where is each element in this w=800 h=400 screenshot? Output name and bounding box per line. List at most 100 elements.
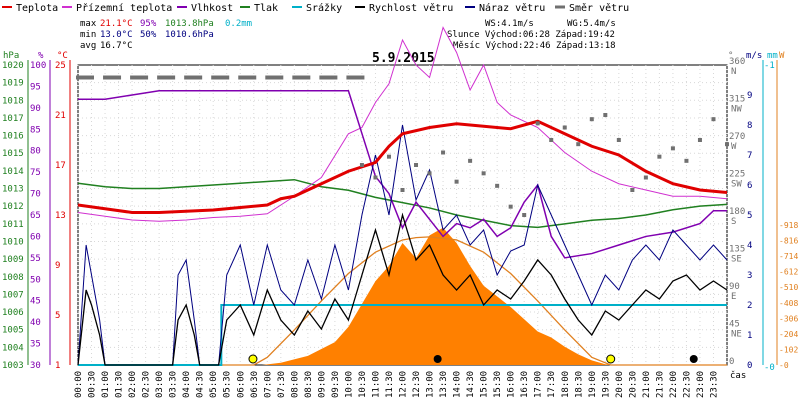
stats-block: max 21.1°C 95% 1013.8hPa 0.2mm min 13.0°…	[80, 19, 252, 51]
time-tick-label: 11:00	[371, 371, 381, 398]
time-tick-label: 20:30	[628, 371, 638, 398]
moon-info: Měsíc Východ:22:46 Západ:13:18	[453, 41, 616, 51]
sun-info: Slunce Východ:06:28 Západ:19:42	[447, 30, 615, 40]
legend-item-rychlost-vetru: Rychlost větru	[355, 2, 453, 14]
time-tick-label: 21:00	[642, 371, 652, 398]
direction-tick-name: E	[731, 292, 736, 302]
wind-direction-point	[725, 142, 729, 147]
wind-direction-point	[603, 113, 608, 117]
time-tick-label: 16:30	[520, 371, 530, 398]
solar-tick-label: -510	[779, 283, 798, 292]
humidity-tick-label: 40	[30, 318, 41, 328]
direction-tick-label: 90	[729, 282, 740, 292]
legend-item-smer-vetru: Směr větru	[555, 2, 629, 14]
direction-tick-name: W	[731, 142, 737, 152]
legend-label-teplota: Teplota	[16, 3, 58, 14]
rain-tick-label: -1	[764, 61, 775, 71]
wind-direction-point	[495, 183, 500, 188]
time-tick-label: 08:30	[304, 371, 314, 398]
stats-min-label: min	[80, 30, 96, 40]
unit-degc: °C	[57, 51, 68, 61]
time-tick-label: 09:30	[331, 371, 341, 398]
temp-tick-label: 1	[55, 361, 60, 371]
wind-direction-point	[359, 163, 364, 167]
legend-label-tlak: Tlak	[254, 3, 278, 14]
legend-label-rychlost-vetru: Rychlost větru	[369, 2, 453, 14]
solar-tick-label: -102	[779, 345, 798, 354]
direction-tick-label: 135	[729, 245, 745, 255]
solar-tick-label: -408	[779, 299, 798, 308]
unit-time: čas	[730, 370, 746, 381]
direction-tick-label: 180	[729, 207, 745, 217]
chart-generated-layer: 1003100410051006100710081009101010111012…	[2, 26, 798, 398]
time-tick-label: 12:30	[412, 371, 422, 398]
wind-tick-label: 2	[747, 301, 752, 311]
time-tick-label: 21:30	[655, 371, 665, 398]
humidity-tick-label: 100	[30, 61, 46, 71]
direction-tick-name: NW	[731, 105, 742, 115]
wind-direction-point	[535, 121, 540, 126]
legend-item-teplota: Teplota	[2, 3, 58, 14]
time-tick-label: 13:30	[439, 371, 449, 398]
time-tick-label: 00:30	[88, 371, 98, 398]
humidity-tick-label: 80	[30, 147, 41, 157]
legend-item-prizemni-teplota: Přízemní teplota	[62, 2, 172, 14]
time-tick-label: 22:00	[669, 371, 679, 398]
stats-max-temp: 21.1°C	[100, 19, 133, 29]
unit-dir: °	[728, 51, 733, 61]
pressure-tick-label: 1013	[2, 185, 24, 195]
wind-tick-label: 7	[747, 151, 752, 161]
pressure-tick-label: 1011	[2, 220, 24, 230]
legend-label-srazky: Srážky	[306, 2, 342, 14]
right-axes: 045NE90E135SE180S225SW270W315NW360N01234…	[729, 57, 798, 373]
stats-max-rain: 0.2mm	[225, 19, 252, 29]
humidity-tick-label: 60	[30, 232, 41, 242]
pressure-tick-label: 1007	[2, 290, 24, 300]
humidity-tick-label: 35	[30, 340, 41, 350]
sunrise-marker	[248, 354, 258, 364]
direction-tick-name: SW	[731, 180, 742, 190]
humidity-tick-label: 90	[30, 104, 41, 114]
time-tick-label: 14:30	[466, 371, 476, 398]
legend-label-vlhkost: Vlhkost	[191, 3, 233, 14]
unit-w: W	[779, 51, 785, 61]
wind-direction-point	[76, 75, 94, 80]
pressure-tick-label: 1015	[2, 149, 24, 159]
time-tick-label: 04:30	[196, 371, 206, 398]
humidity-tick-label: 75	[30, 168, 41, 178]
time-tick-label: 15:00	[480, 371, 490, 398]
temp-tick-label: 25	[55, 61, 66, 71]
series-solar-radiation	[78, 227, 727, 365]
temp-tick-label: 13	[55, 211, 66, 221]
time-tick-label: 18:00	[561, 371, 571, 398]
wind-direction-point	[630, 188, 635, 192]
time-tick-label: 10:00	[344, 371, 354, 398]
pressure-tick-label: 1010	[2, 237, 24, 247]
time-tick-label: 18:30	[574, 371, 584, 398]
wind-direction-point	[670, 146, 675, 151]
wind-tick-label: 1	[747, 331, 752, 341]
time-tick-label: 01:00	[101, 371, 111, 398]
direction-tick-name: N	[731, 67, 736, 77]
wind-direction-point	[414, 163, 419, 167]
wind-speed-info: WS:4.1m/s	[485, 19, 534, 29]
chart-title: 5.9.2015	[372, 51, 435, 66]
wind-direction-point	[319, 75, 338, 80]
series-wind-speed	[77, 212, 728, 366]
wind-tick-label: 5	[747, 211, 752, 221]
stats-min-press: 1010.6hPa	[165, 30, 214, 40]
time-tick-label: 05:30	[223, 371, 233, 398]
wind-direction-point	[265, 75, 284, 80]
wind-tick-label: 8	[747, 121, 752, 131]
time-tick-label: 13:00	[426, 371, 436, 398]
wind-direction-point	[211, 75, 230, 80]
solar-tick-label: -918	[779, 221, 798, 230]
wind-direction-point	[697, 138, 702, 142]
wind-tick-label: 6	[747, 181, 752, 191]
time-tick-label: 06:00	[236, 371, 246, 398]
pressure-tick-label: 1012	[2, 202, 24, 212]
pressure-tick-label: 1009	[2, 255, 24, 265]
direction-tick-name: SE	[731, 255, 742, 265]
time-tick-label: 23:30	[709, 371, 719, 398]
